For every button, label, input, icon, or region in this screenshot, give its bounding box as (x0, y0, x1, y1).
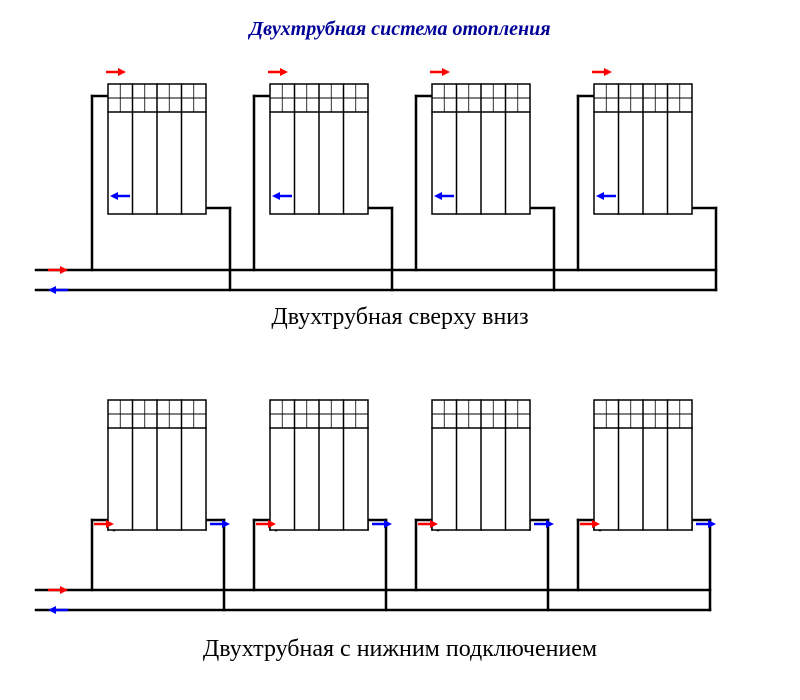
caption-2: Двухтрубная с нижним подключением (0, 636, 800, 663)
diagram-title: Двухтрубная система отопления (0, 18, 800, 41)
heating-diagram (0, 0, 800, 700)
caption-1: Двухтрубная сверху вниз (0, 304, 800, 331)
